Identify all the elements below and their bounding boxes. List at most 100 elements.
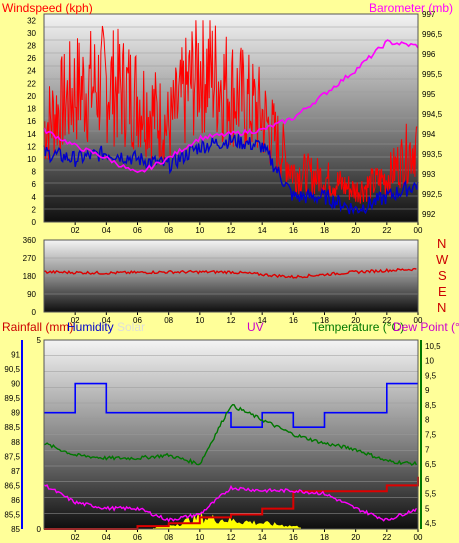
humidity-tick-label: 91 [11, 351, 20, 360]
wind-direction-line [44, 267, 417, 279]
compass-n-bottom: N [437, 300, 447, 315]
x-tick-label: 12 [227, 533, 236, 542]
x-tick-label: 14 [258, 226, 267, 235]
x-tick-label: 16 [289, 316, 298, 325]
windspeed-tick-label: 22 [27, 79, 36, 88]
temperature-legend: Temperature (°C) [312, 320, 405, 334]
x-tick-label: 20 [351, 316, 360, 325]
humidity-tick-label: 90 [11, 380, 20, 389]
windspeed-tick-label: 32 [27, 16, 36, 25]
humidity-tick-label: 89 [11, 409, 20, 418]
x-tick-label: 14 [258, 533, 267, 542]
barometer-tick-label: 993,5 [422, 150, 443, 159]
temperature-tick-label: 9,5 [425, 371, 437, 380]
x-tick-label: 22 [382, 226, 391, 235]
direction-tick-label: 180 [23, 272, 37, 281]
temperature-tick-label: 7,5 [425, 431, 437, 440]
windspeed-tick-label: 24 [27, 67, 36, 76]
humidity-tick-label: 86,5 [4, 481, 20, 490]
solar-area [153, 512, 302, 529]
panel-frame-3 [43, 339, 419, 530]
windspeed-tick-label: 12 [27, 142, 36, 151]
x-tick-label: 04 [102, 316, 111, 325]
x-tick-label: 18 [320, 316, 329, 325]
barometer-tick-label: 994,5 [422, 110, 443, 119]
windspeed-tick-label: 30 [27, 29, 36, 38]
panel-frame-2 [43, 239, 419, 313]
temperature-tick-label: 6,5 [425, 460, 437, 469]
compass-n-top: N [437, 236, 447, 251]
windspeed-tick-label: 4 [32, 193, 37, 202]
dewpoint-line [43, 484, 418, 523]
x-tick-label: 08 [164, 226, 173, 235]
x-tick-label: 08 [164, 316, 173, 325]
x-tick-label: 18 [320, 533, 329, 542]
barometer-tick-label: 992 [422, 210, 436, 219]
humidity-tick-label: 85 [11, 525, 20, 534]
temperature-tick-label: 6 [425, 475, 430, 484]
x-tick-label: 00 [414, 316, 423, 325]
windspeed-tick-label: 2 [32, 205, 37, 214]
rainfall-legend: Rainfall (mm) [2, 320, 74, 334]
humidity-tick-label: 88,5 [4, 423, 20, 432]
barometer-tick-label: 994 [422, 130, 436, 139]
x-tick-label: 12 [227, 316, 236, 325]
compass-s: S [438, 268, 447, 283]
humidity-legend: Humidity [67, 320, 114, 334]
temperature-tick-label: 8,5 [425, 401, 437, 410]
x-tick-label: 04 [102, 533, 111, 542]
x-tick-label: 10 [195, 316, 204, 325]
x-tick-label: 20 [351, 533, 360, 542]
temperature-tick-label: 4,5 [425, 519, 437, 528]
direction-tick-label: 0 [32, 308, 37, 317]
x-tick-label: 02 [71, 226, 80, 235]
temperature-tick-label: 7 [425, 445, 430, 454]
temperature-tick-label: 5,5 [425, 490, 437, 499]
x-tick-label: 16 [289, 533, 298, 542]
barometer-tick-label: 992,5 [422, 190, 443, 199]
barometer-tick-label: 993 [422, 170, 436, 179]
x-tick-label: 00 [414, 533, 423, 542]
barometer-line [43, 39, 419, 173]
windspeed-tick-label: 28 [27, 42, 36, 51]
compass-w: W [436, 252, 449, 267]
temperature-tick-label: 10,5 [425, 342, 441, 351]
x-tick-label: 22 [382, 316, 391, 325]
humidity-tick-label: 90,5 [4, 365, 20, 374]
compass-e: E [438, 284, 447, 299]
x-tick-label: 12 [227, 226, 236, 235]
windspeed-tick-label: 16 [27, 117, 36, 126]
x-tick-label: 16 [289, 226, 298, 235]
windspeed-tick-label: 14 [27, 130, 36, 139]
x-tick-label: 20 [351, 226, 360, 235]
rainfall-line [44, 476, 419, 530]
humidity-line [44, 382, 418, 429]
dewpoint-legend: Dew Point (°C [393, 320, 459, 334]
windspeed-tick-label: 20 [27, 92, 36, 101]
windspeed-tick-label: 18 [27, 105, 36, 114]
uv-legend: UV [247, 320, 264, 334]
windspeed-tick-label: 26 [27, 54, 36, 63]
humidity-tick-label: 87,5 [4, 452, 20, 461]
humidity-tick-label: 86 [11, 496, 20, 505]
barometer-tick-label: 995,5 [422, 70, 443, 79]
rainfall-tick-label: 0 [37, 525, 42, 534]
x-tick-label: 06 [133, 316, 142, 325]
temperature-tick-label: 10 [425, 357, 434, 366]
humidity-tick-label: 87 [11, 467, 20, 476]
windspeed-axis-title: Windspeed (kph) [2, 1, 93, 15]
windspeed-average-line [43, 133, 419, 216]
humidity-tick-label: 89,5 [4, 394, 20, 403]
x-tick-label: 02 [71, 316, 80, 325]
temperature-tick-label: 9 [425, 386, 430, 395]
direction-tick-label: 90 [27, 290, 36, 299]
x-tick-label: 10 [195, 226, 204, 235]
x-tick-label: 06 [133, 226, 142, 235]
barometer-tick-label: 997 [422, 10, 436, 19]
humidity-tick-label: 88 [11, 438, 20, 447]
x-tick-label: 06 [133, 533, 142, 542]
windspeed-tick-label: 8 [32, 168, 37, 177]
barometer-tick-label: 996 [422, 50, 436, 59]
temperature-line [43, 403, 418, 467]
x-tick-label: 00 [414, 226, 423, 235]
